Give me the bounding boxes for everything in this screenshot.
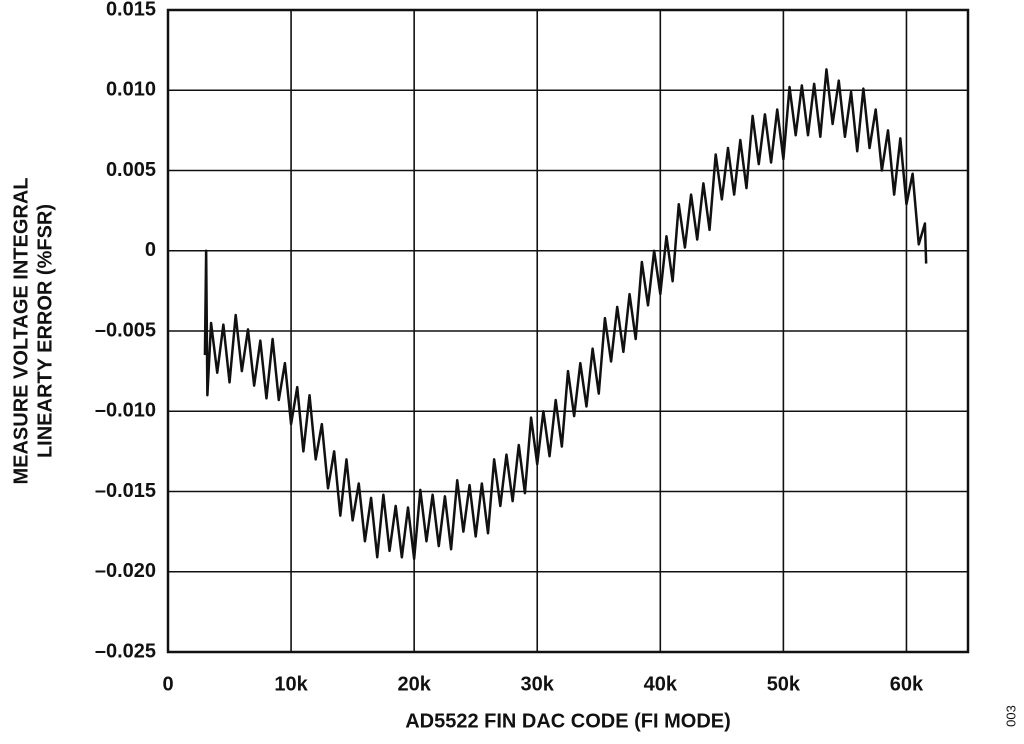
- x-tick-label: 30k: [521, 673, 555, 695]
- y-axis-label: MEASURE VOLTAGE INTEGRAL: [10, 177, 32, 484]
- y-axis-label: LINEARTY ERROR (%FSR): [34, 204, 56, 458]
- y-tick-label: –0.015: [95, 480, 156, 502]
- y-tick-label: –0.010: [95, 400, 156, 422]
- y-tick-label: –0.020: [95, 560, 156, 582]
- y-tick-label: 0.015: [106, 0, 156, 20]
- x-axis-label: AD5522 FIN DAC CODE (FI MODE): [405, 710, 731, 732]
- x-tick-label: 60k: [890, 673, 924, 695]
- y-tick-label: –0.025: [95, 640, 156, 662]
- y-tick-label: 0.010: [106, 79, 156, 101]
- y-tick-label: –0.005: [95, 319, 156, 341]
- y-tick-label: 0.005: [106, 159, 156, 181]
- data-line: [203, 68, 928, 561]
- x-tick-label: 50k: [767, 673, 801, 695]
- x-tick-label: 20k: [397, 673, 431, 695]
- y-tick-label: 0: [145, 239, 156, 261]
- x-tick-label: 40k: [644, 673, 678, 695]
- x-tick-label: 0: [162, 673, 173, 695]
- figure-id: 003: [1003, 705, 1018, 727]
- plot-frame: [166, 8, 970, 654]
- x-tick-label: 10k: [274, 673, 308, 695]
